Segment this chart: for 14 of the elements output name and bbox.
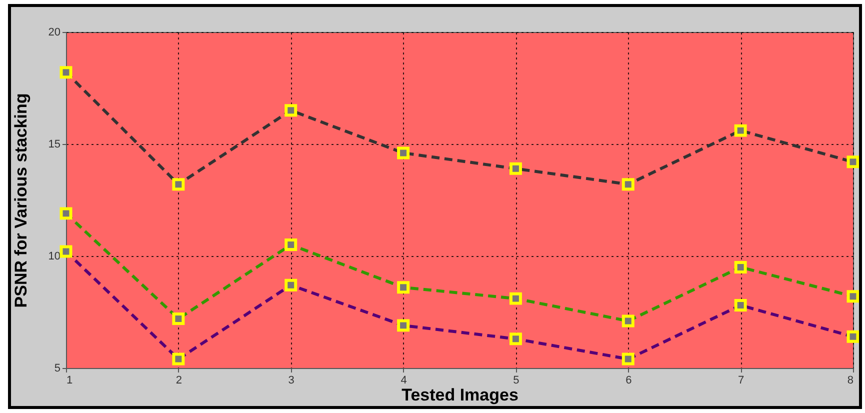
x-tick-label: 1 (66, 374, 73, 386)
x-tick-label: 4 (400, 374, 407, 386)
x-tick-label: 8 (847, 374, 854, 386)
x-tick-label: 3 (288, 374, 294, 386)
y-tick-label: 5 (54, 362, 60, 374)
y-tick-label: 10 (48, 250, 60, 262)
y-tick-label: 20 (48, 26, 60, 38)
x-tick-label: 7 (738, 374, 744, 386)
x-axis-title: Tested Images (402, 386, 518, 404)
x-tick-label: 6 (626, 374, 632, 386)
y-tick-label: 15 (48, 138, 60, 150)
x-tick-label: 5 (513, 374, 520, 386)
x-tick-label: 2 (176, 374, 182, 386)
y-axis-title: PSNR for Various stacking (11, 93, 30, 308)
